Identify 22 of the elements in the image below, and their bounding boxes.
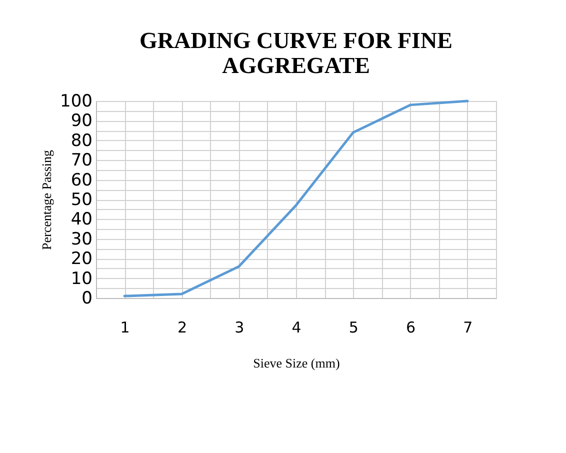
- y-tick-label: 0: [82, 288, 92, 308]
- y-tick-label: 100: [60, 92, 92, 112]
- x-tick-label: 7: [463, 318, 473, 336]
- chart-title: GRADING CURVE FOR FINE AGGREGATE: [140, 28, 452, 78]
- y-tick-label: 60: [70, 170, 92, 190]
- x-tick-label: 6: [406, 318, 416, 336]
- y-tick-label: 80: [70, 130, 92, 151]
- x-tick-label: 1: [120, 318, 130, 336]
- y-tick-label: 10: [70, 268, 92, 289]
- x-tick-label: 5: [348, 318, 358, 336]
- x-axis-title: Sieve Size (mm): [253, 356, 340, 370]
- y-tick-label: 40: [70, 210, 92, 230]
- x-tick-label: 2: [177, 318, 187, 336]
- y-tick-label: 30: [70, 229, 92, 250]
- x-tick-label: 4: [292, 318, 302, 336]
- y-tick-label: 20: [70, 249, 92, 270]
- y-tick-label: 50: [70, 190, 92, 210]
- line-series: [123, 100, 469, 298]
- y-tick-label: 90: [70, 111, 92, 132]
- y-axis-title: Percentage Passing: [39, 150, 54, 250]
- x-tick-label: 3: [234, 318, 244, 336]
- y-tick-label: 70: [70, 150, 92, 171]
